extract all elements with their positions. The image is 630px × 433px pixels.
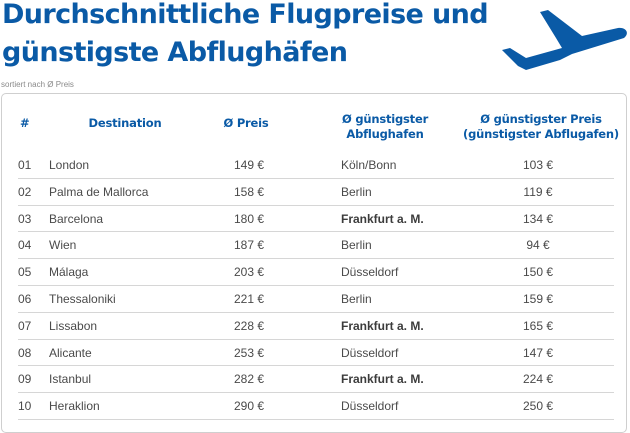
title-line-1: Durchschnittliche Flugpreise und xyxy=(2,0,489,30)
destination-cell: Wien xyxy=(49,238,77,253)
cheapest-airport-cell: Frankfurt a. M. xyxy=(341,318,424,333)
row-number: 01 xyxy=(18,158,32,172)
avg-price-cell: 253 € xyxy=(233,345,264,360)
airplane-icon xyxy=(502,10,627,70)
page-title: Durchschnittliche Flugpreise und günstig… xyxy=(2,0,489,72)
avg-price-cell: 282 € xyxy=(233,372,264,387)
cheapest-airport-cell: Berlin xyxy=(341,184,372,199)
table-row: 01 London 149 € Köln/Bonn 103 € xyxy=(18,152,614,179)
destination-cell: Palma de Mallorca xyxy=(49,184,149,199)
avg-price-cell: 158 € xyxy=(233,184,264,199)
cheapest-price-cell: 134 € xyxy=(522,211,554,226)
cheapest-airport-cell: Düsseldorf xyxy=(341,399,399,414)
cheapest-airport-cell: Düsseldorf xyxy=(341,265,399,280)
avg-price-cell: 180 € xyxy=(233,211,264,226)
destination-cell: London xyxy=(49,158,90,172)
row-number: 09 xyxy=(18,372,32,387)
row-number: 03 xyxy=(18,211,32,226)
cheapest-price-cell: 159 € xyxy=(522,291,554,306)
cheapest-airport-cell: Berlin xyxy=(341,291,372,306)
avg-price-cell: 290 € xyxy=(233,399,264,414)
cheapest-price-cell: 147 € xyxy=(522,345,554,360)
destination-cell: Heraklion xyxy=(49,399,100,414)
cheapest-airport-cell: Berlin xyxy=(341,238,372,253)
col-header-cheapest-price: Ø günstigster Preis (günstigster Abfluga… xyxy=(462,112,620,142)
col-header-avg-price: Ø Preis xyxy=(223,116,269,130)
avg-price-cell: 203 € xyxy=(233,265,264,280)
col-header-cheap-line2: (günstigster Abflugafen) xyxy=(463,127,619,141)
cheapest-price-cell: 119 € xyxy=(523,184,553,199)
table-panel xyxy=(1,93,627,433)
table-row: 06 Thessaloniki 221 € Berlin 159 € xyxy=(18,286,614,313)
table-body: 01 London 149 € Köln/Bonn 103 € 02 Palma de Ma… xyxy=(18,152,614,420)
row-number: 02 xyxy=(18,184,32,199)
table-row: 04 Wien 187 € Berlin 94 € xyxy=(18,232,614,260)
avg-price-cell: 149 € xyxy=(233,158,264,172)
avg-price-cell: 221 € xyxy=(233,291,264,306)
cheapest-price-cell: 150 € xyxy=(522,265,554,280)
table-row: 09 Istanbul 282 € Frankfurt a. M. 224 € xyxy=(18,366,614,394)
col-header-airport-line1: Ø günstigster xyxy=(341,112,429,126)
table-row: 02 Palma de Mallorca 158 € Berlin 119 € xyxy=(18,179,614,206)
cheapest-price-cell: 165 € xyxy=(522,318,554,333)
row-number: 07 xyxy=(18,318,32,333)
row-number: 05 xyxy=(18,265,32,280)
destination-cell: Barcelona xyxy=(49,211,104,226)
title-line-2: günstigste Abflughäfen xyxy=(2,37,348,68)
table-row: 07 Lissabon 228 € Frankfurt a. M. 165 € xyxy=(18,313,614,340)
table-row: 03 Barcelona 180 € Frankfurt a. M. 134 € xyxy=(18,206,614,233)
cheapest-price-cell: 94 € xyxy=(526,238,550,253)
avg-price-cell: 187 € xyxy=(233,238,264,253)
cheapest-price-cell: 103 € xyxy=(522,158,554,172)
cheapest-airport-cell: Düsseldorf xyxy=(341,345,399,360)
col-header-cheapest-airport: Ø günstigster Abflughafen xyxy=(330,112,440,142)
destination-cell: Alicante xyxy=(49,345,92,360)
sort-note: sortiert nach Ø Preis xyxy=(1,80,74,89)
cheapest-airport-cell: Frankfurt a. M. xyxy=(341,211,424,226)
cheapest-airport-cell: Köln/Bonn xyxy=(341,158,397,172)
row-number: 06 xyxy=(18,291,32,306)
table-row: 05 Málaga 203 € Düsseldorf 150 € xyxy=(18,259,614,286)
table-row: 10 Heraklion 290 € Düsseldorf 250 € xyxy=(18,393,614,420)
col-header-airport-line2: Abflughafen xyxy=(346,127,424,141)
table-row: 08 Alicante 253 € Düsseldorf 147 € xyxy=(18,340,614,367)
col-header-destination: Destination xyxy=(88,116,162,130)
col-header-cheap-line1: Ø günstigster Preis xyxy=(480,112,602,126)
cheapest-price-cell: 224 € xyxy=(522,372,554,387)
destination-cell: Málaga xyxy=(49,265,89,280)
row-number: 08 xyxy=(18,345,32,360)
cheapest-airport-cell: Frankfurt a. M. xyxy=(341,372,424,387)
row-number: 04 xyxy=(18,238,32,253)
destination-cell: Istanbul xyxy=(49,372,92,387)
col-header-num: # xyxy=(20,116,30,130)
destination-cell: Thessaloniki xyxy=(49,291,116,306)
avg-price-cell: 228 € xyxy=(233,318,264,333)
row-number: 10 xyxy=(18,399,32,414)
cheapest-price-cell: 250 € xyxy=(522,399,554,414)
destination-cell: Lissabon xyxy=(49,318,98,333)
